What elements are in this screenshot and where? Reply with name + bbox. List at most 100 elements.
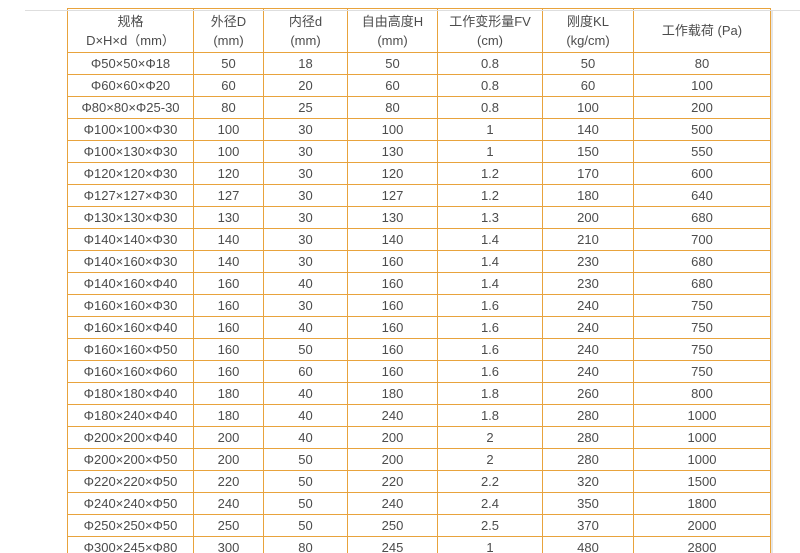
table-cell: 60 <box>542 74 634 97</box>
table-cell: 50 <box>263 338 348 361</box>
table-row: Φ180×240×Φ40 180 40 240 1.8 280 1000 <box>67 404 771 427</box>
table-cell: 1.2 <box>437 184 543 207</box>
table-cell: 2 <box>437 426 543 449</box>
table-cell: 0.8 <box>437 96 543 119</box>
table-cell: 1000 <box>633 426 771 449</box>
table-cell: 700 <box>633 228 771 251</box>
column-header-line1: 工作变形量FV <box>449 13 531 29</box>
column-header: 刚度KL (kg/cm) <box>542 8 634 53</box>
table-cell: 140 <box>193 250 264 273</box>
table-cell: 200 <box>347 426 438 449</box>
column-header-line2: (mm) <box>290 32 321 48</box>
column-header: 工作变形量FV (cm) <box>437 8 543 53</box>
table-cell: 200 <box>633 96 771 119</box>
table-cell: 160 <box>193 316 264 339</box>
table-cell: 680 <box>633 206 771 229</box>
table-cell: 50 <box>542 52 634 75</box>
table-cell: 200 <box>542 206 634 229</box>
table-cell: 140 <box>193 228 264 251</box>
table-cell: 2.5 <box>437 514 543 537</box>
table-cell: 2.2 <box>437 470 543 493</box>
table-cell: 50 <box>263 448 348 471</box>
table-cell: 120 <box>347 162 438 185</box>
table-cell: 50 <box>263 470 348 493</box>
table-cell: 1.6 <box>437 294 543 317</box>
table-cell: 230 <box>542 272 634 295</box>
table-cell: 160 <box>347 250 438 273</box>
table-row: Φ120×120×Φ30 120 30 120 1.2 170 600 <box>67 162 771 185</box>
table-cell: 1.4 <box>437 272 543 295</box>
table-cell: Φ80×80×Φ25-30 <box>67 96 194 119</box>
table-cell: Φ200×200×Φ40 <box>67 426 194 449</box>
table-cell: 160 <box>193 272 264 295</box>
table-cell: Φ160×160×Φ40 <box>67 316 194 339</box>
table-cell: 750 <box>633 338 771 361</box>
table-cell: 1.8 <box>437 404 543 427</box>
table-cell: 480 <box>542 536 634 553</box>
table-cell: 600 <box>633 162 771 185</box>
table-cell: 50 <box>347 52 438 75</box>
column-header-line2: (mm) <box>213 32 244 48</box>
table-row: Φ200×200×Φ50 200 50 200 2 280 1000 <box>67 448 771 471</box>
table-cell: 60 <box>263 360 348 383</box>
table-cell: 60 <box>347 74 438 97</box>
table-cell: Φ240×240×Φ50 <box>67 492 194 515</box>
table-cell: 180 <box>193 404 264 427</box>
table-cell: 100 <box>633 74 771 97</box>
table-cell: 240 <box>542 338 634 361</box>
column-header-line2: D×H×d（mm） <box>86 32 175 48</box>
table-cell: 140 <box>542 118 634 141</box>
table-row: Φ140×160×Φ40 160 40 160 1.4 230 680 <box>67 272 771 295</box>
table-cell: 80 <box>347 96 438 119</box>
table-cell: 220 <box>193 470 264 493</box>
table-body: Φ50×50×Φ18 50 18 50 0.8 50 80 Φ60×60×Φ20 60 20 60 0… <box>67 52 771 553</box>
table-cell: Φ50×50×Φ18 <box>67 52 194 75</box>
table-cell: Φ250×250×Φ50 <box>67 514 194 537</box>
table-cell: 40 <box>263 382 348 405</box>
table-cell: Φ160×160×Φ30 <box>67 294 194 317</box>
table-cell: 80 <box>263 536 348 553</box>
table-cell: 1.4 <box>437 228 543 251</box>
table-cell: 30 <box>263 228 348 251</box>
table-cell: Φ127×127×Φ30 <box>67 184 194 207</box>
table-cell: 140 <box>347 228 438 251</box>
table-cell: 250 <box>347 514 438 537</box>
table-cell: 280 <box>542 426 634 449</box>
table-cell: 30 <box>263 206 348 229</box>
table-cell: 180 <box>347 382 438 405</box>
table-cell: 0.8 <box>437 74 543 97</box>
column-header: 规格 D×H×d（mm） <box>67 8 194 53</box>
table-cell: Φ160×160×Φ50 <box>67 338 194 361</box>
table-row: Φ160×160×Φ50 160 50 160 1.6 240 750 <box>67 338 771 361</box>
spec-table: 规格 D×H×d（mm） 外径D (mm) 内径d (mm) 自由高度H (mm) 工作变形量F… <box>67 8 771 553</box>
table-cell: 240 <box>193 492 264 515</box>
table-cell: 230 <box>542 250 634 273</box>
table-cell: Φ300×245×Φ80 <box>67 536 194 553</box>
table-cell: 80 <box>193 96 264 119</box>
table-cell: 680 <box>633 272 771 295</box>
table-cell: 150 <box>542 140 634 163</box>
table-cell: 160 <box>347 338 438 361</box>
table-cell: 240 <box>347 404 438 427</box>
header-row: 规格 D×H×d（mm） 外径D (mm) 内径d (mm) 自由高度H (mm) 工作变形量F… <box>67 8 771 53</box>
table-cell: 160 <box>193 294 264 317</box>
table-cell: 100 <box>193 140 264 163</box>
table-cell: 200 <box>193 426 264 449</box>
table-cell: 1.3 <box>437 206 543 229</box>
table-cell: 180 <box>542 184 634 207</box>
table-cell: 240 <box>542 360 634 383</box>
table-cell: Φ200×200×Φ50 <box>67 448 194 471</box>
table-cell: 1 <box>437 140 543 163</box>
table-cell: Φ160×160×Φ60 <box>67 360 194 383</box>
table-cell: 160 <box>347 272 438 295</box>
table-row: Φ200×200×Φ40 200 40 200 2 280 1000 <box>67 426 771 449</box>
table-cell: Φ180×240×Φ40 <box>67 404 194 427</box>
table-cell: 100 <box>542 96 634 119</box>
table-cell: 160 <box>193 338 264 361</box>
table-cell: 40 <box>263 404 348 427</box>
table-cell: 550 <box>633 140 771 163</box>
table-cell: 127 <box>347 184 438 207</box>
table-cell: 50 <box>263 514 348 537</box>
table-row: Φ160×160×Φ60 160 60 160 1.6 240 750 <box>67 360 771 383</box>
column-header-line2: (mm) <box>377 32 408 48</box>
